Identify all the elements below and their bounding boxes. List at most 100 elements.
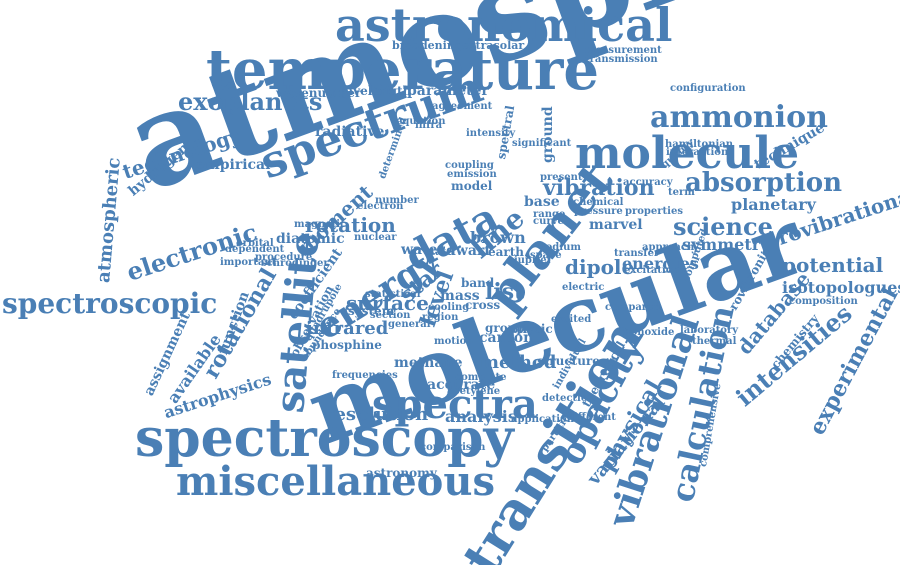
cloud-word-physic: physic [510, 322, 553, 336]
cloud-word-methane: methane [394, 355, 463, 371]
cloud-word-accuracy: accuracy [623, 177, 673, 188]
cloud-word-planetary: planetary [731, 195, 816, 214]
cloud-word-different: different [567, 412, 616, 423]
cloud-word-jupiter: jupiter [514, 255, 552, 266]
cloud-word-significant: significant [512, 138, 572, 149]
cloud-word-statistical: statistical [365, 289, 421, 300]
cloud-word-hamiltonian: hamiltonian [665, 139, 734, 150]
cloud-word-general: general [388, 319, 431, 330]
cloud-word-structure: structure [537, 354, 600, 368]
cloud-word-model: model [451, 179, 493, 193]
cloud-word-dependent: dependent [225, 244, 285, 255]
cloud-word-miscellaneous: miscellaneous [176, 458, 495, 505]
cloud-word-transmission: transmission [585, 54, 658, 65]
cloud-word-chemical: chemical [573, 197, 624, 208]
cloud-word-system: system [348, 304, 395, 318]
cloud-word-base: base [524, 194, 560, 210]
cloud-word-frequencies: frequencies [332, 370, 398, 381]
cloud-word-rotation: rotation [305, 213, 396, 237]
cloud-word-important: important [220, 257, 277, 268]
cloud-word-wavenumber: wavenumber [276, 86, 362, 100]
cloud-word-motion: motion [434, 336, 474, 347]
cloud-word-term: term [668, 187, 695, 198]
cloud-word-water: water [401, 242, 445, 258]
cloud-word-group: group [485, 321, 525, 335]
cloud-word-monoxide: monoxide [620, 327, 675, 338]
cloud-word-thermal: thermal [692, 336, 737, 347]
cloud-word-space: space [530, 250, 562, 261]
cloud-word-comparison: comparison [420, 442, 486, 453]
cloud-word-resolution: resolution [325, 404, 429, 425]
cloud-word-experimental: experimental [804, 283, 900, 440]
cloud-word-interaction: interaction [666, 147, 729, 158]
cloud-word-potential: potential [782, 253, 884, 277]
cloud-word-configuration: configuration [670, 83, 746, 94]
cloud-word-wavelength: wavelength [335, 84, 412, 98]
cloud-word-radiative: radiative [315, 124, 385, 140]
cloud-word-ground: ground [540, 106, 556, 163]
cloud-word-band: band [461, 276, 495, 290]
cloud-word-schrodinger: schrodinger [261, 258, 329, 269]
cloud-word-section: section [370, 310, 411, 321]
cloud-word-earth: earth [488, 245, 524, 259]
cloud-word-phosphine: phosphine [312, 338, 382, 352]
cloud-word-measurement: measurement [585, 45, 662, 56]
cloud-word-emission: emission [447, 169, 497, 180]
cloud-word-marvel: marvel [589, 217, 643, 233]
cloud-word-brown: brown [470, 228, 526, 247]
cloud-word-electron: electron [357, 201, 404, 212]
cloud-word-laboratory: laboratory [680, 325, 739, 336]
cloud-word-application: application [511, 414, 574, 425]
cloud-word-composition: composition [789, 296, 858, 307]
cloud-word-excited: excited [551, 314, 592, 325]
cloud-word-number: number [375, 195, 419, 206]
cloud-word-analysis: analysis [445, 407, 517, 426]
cloud-word-list: list [485, 279, 525, 305]
cloud-word-infra: infra [415, 120, 443, 131]
cloud-word-spectra: spectra [372, 381, 538, 428]
cloud-word-method: method [480, 352, 557, 373]
cloud-word-acetylene: acetylene [447, 386, 501, 397]
cloud-word-diatomic: diatomic [276, 231, 345, 247]
cloud-word-exoplanets: exoplanets [178, 87, 323, 116]
cloud-word-excitation: excitation [624, 265, 680, 276]
cloud-word-detection: detection [542, 393, 595, 404]
cloud-word-broadening: broadening [392, 39, 463, 52]
cloud-word-extrasolar: extrasolar [462, 39, 525, 52]
cloud-word-present: present [540, 172, 583, 183]
cloud-word-range: range [533, 209, 566, 220]
cloud-word-mass: mass [440, 288, 480, 304]
cloud-word-empirical: empirical [196, 157, 271, 173]
cloud-word-complete: complete [455, 372, 507, 383]
cloud-word-agreement: agreement [432, 101, 493, 112]
cloud-word-dwarf: dwarf [446, 243, 491, 259]
cloud-word-pressure: pressure [574, 206, 623, 217]
cloud-word-nuclear: nuclear [354, 232, 397, 243]
cloud-word-dipole: dipole [565, 255, 635, 279]
cloud-word-infrared: infrared [306, 318, 389, 339]
cloud-word-surface: surface [346, 291, 429, 315]
cloud-word-temperature: temperature [206, 37, 600, 103]
cloud-word-procedure: procedure [255, 252, 313, 263]
cloud-word-cross: cross [465, 298, 501, 312]
cloud-word-spectroscopic: spectroscopic [2, 287, 218, 320]
cloud-word-isotopologues: isotopologues [782, 278, 900, 297]
cloud-word-energies: energies [622, 254, 699, 273]
cloud-word-vibration: vibration [543, 175, 655, 201]
cloud-word-properties: properties [625, 206, 683, 217]
cloud-word-spectroscopy: spectroscopy [135, 408, 514, 469]
cloud-word-electric: electric [562, 282, 605, 293]
cloud-word-compared: compared [605, 302, 661, 313]
cloud-word-curve: curve [533, 216, 564, 227]
cloud-word-accurate: accurate [427, 377, 496, 393]
cloud-word-science: science [673, 212, 773, 241]
cloud-word-sodium: sodium [540, 242, 581, 253]
cloud-word-region: region [422, 312, 459, 323]
cloud-word-coupling: coupling [445, 160, 494, 171]
cloud-word-ammonion: ammonion [650, 100, 828, 135]
cloud-word-equation: equation [396, 116, 446, 127]
cloud-word-approach: approach [642, 242, 695, 253]
cloud-word-orbital: orbital [236, 238, 274, 249]
cloud-word-molecule: molecule [575, 128, 800, 179]
cloud-word-state: state [425, 247, 453, 258]
